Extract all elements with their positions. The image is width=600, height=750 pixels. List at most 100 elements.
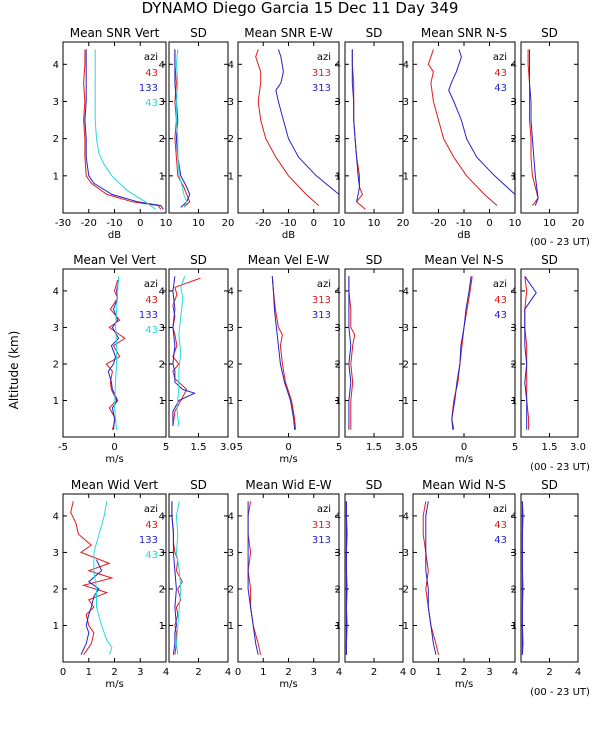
panel-frame [344, 493, 404, 663]
x-tick-label: 4 [512, 667, 518, 678]
series-line-2 [425, 501, 437, 655]
y-tick-label: 1 [403, 621, 409, 632]
series-line-1 [271, 276, 297, 430]
legend-header: azi [493, 52, 507, 63]
x-tick-label: 3.0 [570, 442, 586, 453]
panel-title: SD [541, 478, 558, 492]
series-line-2 [348, 276, 352, 430]
panel-title: SD [366, 26, 383, 40]
series-line-2 [80, 559, 103, 655]
panel-frame [344, 41, 404, 214]
x-axis-label: dB [108, 230, 121, 241]
y-tick-label: 4 [53, 60, 59, 71]
x-axis-label: m/s [279, 454, 297, 465]
panel-3: Mean SNR E-W 1 2 3 4 -20 -10 0 10 dB azi 313 313 [228, 26, 346, 241]
series-line-1 [105, 279, 126, 430]
legend-header: azi [317, 52, 331, 63]
x-tick-label: -30 [55, 218, 71, 229]
panel-frame [168, 268, 229, 438]
y-tick-label: 3 [159, 323, 165, 334]
y-tick-label: 2 [159, 134, 165, 145]
series-line-1 [172, 277, 201, 427]
x-axis-label: dB [282, 230, 295, 241]
panel-8: SD 1 2 3 4 1.5 3.0 [159, 253, 236, 453]
x-tick-label: 20 [222, 218, 235, 229]
x-tick-label: 20 [572, 218, 585, 229]
series-line-3 [175, 501, 182, 655]
y-tick-label: 4 [511, 60, 517, 71]
y-tick-label: 4 [335, 286, 341, 297]
legend-entry: 43 [494, 83, 507, 94]
x-tick-label: -10 [280, 218, 296, 229]
x-tick-label: -10 [456, 218, 472, 229]
y-tick-label: 1 [511, 396, 517, 407]
y-tick-label: 4 [403, 60, 409, 71]
series-line-1 [451, 276, 473, 430]
y-tick-label: 2 [511, 584, 517, 595]
x-tick-label: 0 [461, 442, 467, 453]
x-tick-label: 5 [163, 442, 169, 453]
x-tick-label: 3 [311, 667, 317, 678]
y-tick-label: 1 [403, 171, 409, 182]
y-tick-label: 2 [511, 134, 517, 145]
x-tick-label: 20 [397, 218, 410, 229]
panel-2: SD 1 2 3 4 10 20 [159, 26, 235, 229]
y-tick-label: 4 [511, 286, 517, 297]
panel-title: Mean Wid E-W [245, 478, 331, 492]
series-line-3 [113, 276, 120, 430]
x-tick-label: -20 [255, 218, 271, 229]
x-tick-label: 2 [371, 667, 377, 678]
series-line-2 [275, 49, 339, 195]
x-tick-label: 5 [512, 442, 518, 453]
y-tick-label: 2 [335, 359, 341, 370]
y-tick-label: 1 [159, 396, 165, 407]
y-tick-label: 4 [228, 286, 234, 297]
panel-9: Mean Vel E-W 1 2 3 4 -5 0 5 m/s azi 313 313 [228, 253, 343, 465]
legend-entry: 313 [312, 535, 331, 546]
series-line-2 [84, 49, 164, 210]
legend-entry: 313 [312, 310, 331, 321]
x-tick-label: 0 [137, 218, 143, 229]
y-tick-label: 2 [403, 584, 409, 595]
legend-entry: 43 [145, 325, 158, 336]
y-tick-label: 1 [335, 171, 341, 182]
y-tick-label: 3 [335, 97, 341, 108]
legend-header: azi [317, 279, 331, 290]
panel-title: SD [366, 478, 383, 492]
series-line-2 [451, 276, 472, 430]
panel-frame [520, 268, 579, 438]
x-tick-label: 1.5 [366, 442, 382, 453]
x-tick-label: 3.0 [395, 442, 411, 453]
x-tick-label: 2 [285, 667, 291, 678]
x-tick-label: 4 [400, 667, 406, 678]
series-line-3 [175, 49, 188, 208]
y-tick-label: 3 [159, 548, 165, 559]
x-axis-label: dB [457, 230, 470, 241]
x-tick-label: 1 [435, 667, 441, 678]
series-line-1 [524, 276, 530, 430]
series-line-3 [94, 49, 156, 210]
x-tick-label: 4 [163, 667, 169, 678]
y-tick-label: 1 [159, 171, 165, 182]
panel-title: SD [541, 253, 558, 267]
y-tick-label: 4 [403, 511, 409, 522]
x-tick-label: 3 [137, 667, 143, 678]
y-tick-label: 1 [511, 171, 517, 182]
y-tick-label: 2 [403, 134, 409, 145]
y-tick-label: 3 [511, 97, 517, 108]
panel-title: Mean Wid Vert [71, 478, 158, 492]
legend-entry: 43 [145, 550, 158, 561]
y-tick-label: 4 [403, 286, 409, 297]
series-line-2 [171, 501, 177, 655]
x-tick-label: 10 [333, 218, 346, 229]
y-tick-label: 3 [403, 548, 409, 559]
x-tick-label: 0 [486, 218, 492, 229]
x-tick-label: 2 [461, 667, 467, 678]
series-line-2 [524, 276, 537, 430]
y-tick-label: 3 [53, 323, 59, 334]
legend-header: azi [493, 279, 507, 290]
figure-title: DYNAMO Diego Garcia 15 Dec 11 Day 349 [142, 0, 459, 17]
